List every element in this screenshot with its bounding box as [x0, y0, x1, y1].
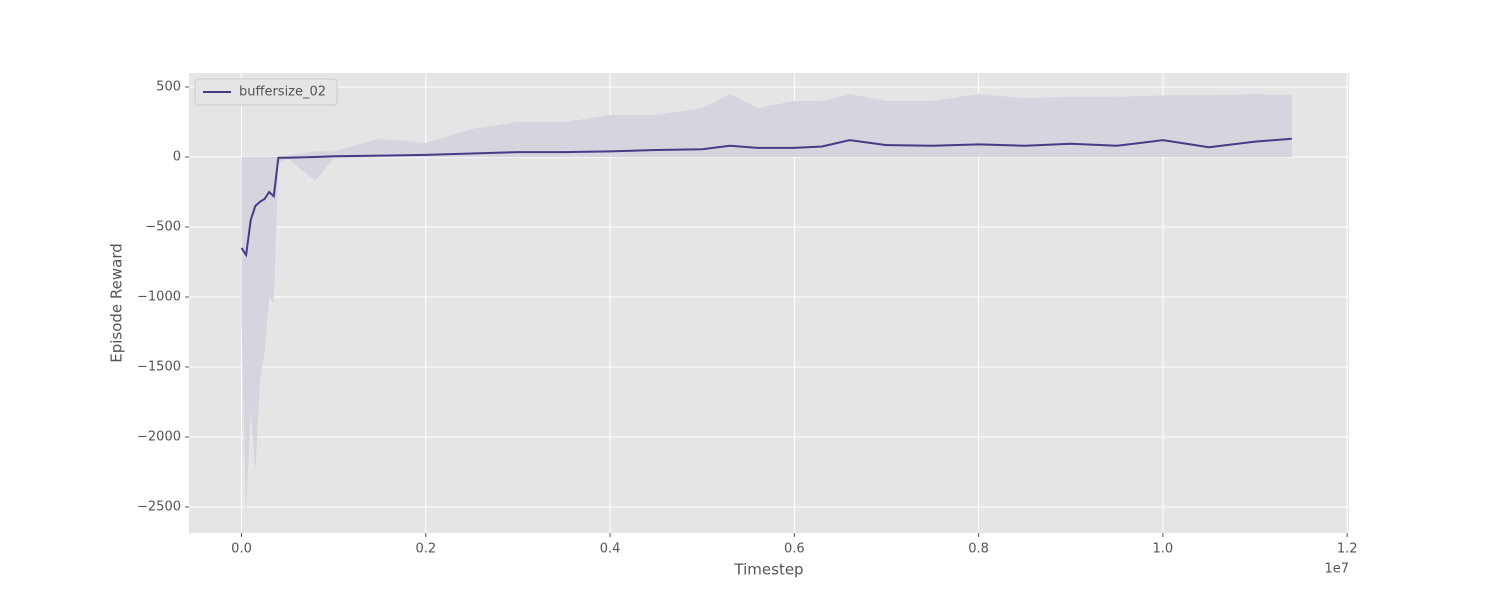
y-tick-label: −2000: [137, 429, 181, 444]
legend-label: buffersize_02: [239, 85, 326, 100]
y-axis-label: Episode Reward: [108, 243, 126, 363]
y-tick-label: −500: [145, 219, 181, 234]
x-tick-label: 0.0: [231, 542, 252, 557]
y-tick-label: −1500: [137, 359, 181, 374]
x-tick-label: 0.2: [415, 542, 436, 557]
y-tick-label: 500: [156, 79, 181, 94]
line: [240, 137, 1292, 258]
x-axis-label: Timestep: [733, 561, 803, 579]
x-tick-label: 1.2: [1337, 542, 1358, 557]
x-tick-label: 0.6: [784, 542, 805, 557]
x-tick-label: 0.8: [968, 542, 989, 557]
x-tick-label: 0.4: [600, 542, 621, 557]
y-tick-label: −1000: [137, 289, 181, 304]
band: [241, 93, 1292, 514]
x-offset-label: 1e7: [1324, 562, 1349, 577]
legend-box: [194, 78, 338, 106]
y-tick-label: 0: [173, 149, 181, 164]
x-tick-label: 1.0: [1153, 542, 1174, 557]
y-tick-label: −2500: [137, 499, 181, 514]
